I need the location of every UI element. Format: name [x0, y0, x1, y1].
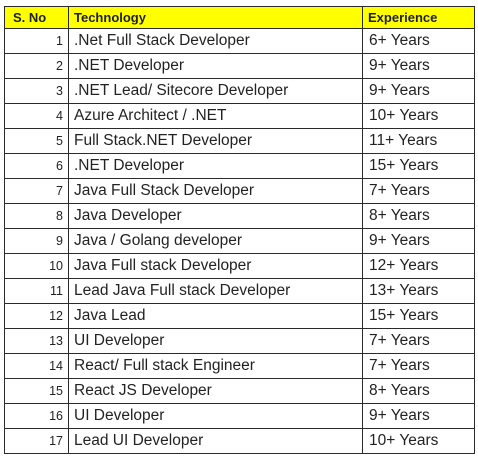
row-serial-number: 6: [4, 153, 69, 179]
table-row: 2 .NET Developer 9+ Years: [4, 53, 475, 79]
row-serial-number: 8: [4, 203, 69, 229]
table-header: S. No Technology Experience: [4, 6, 475, 29]
row-experience: 15+ Years: [362, 153, 475, 179]
table-row: 4 Azure Architect / .NET 10+ Years: [4, 103, 475, 129]
table-row: 6 .NET Developer 15+ Years: [4, 153, 475, 179]
row-serial-number: 14: [4, 353, 69, 379]
row-experience: 9+ Years: [362, 403, 475, 429]
row-experience: 6+ Years: [362, 28, 475, 54]
job-openings-sheet: S. No Technology Experience 1 .Net Full S…: [4, 6, 475, 454]
header-row: S. No Technology Experience: [4, 6, 475, 29]
row-technology: .NET Developer: [68, 53, 363, 79]
row-experience: 11+ Years: [362, 128, 475, 154]
row-technology: Java Full stack Developer: [68, 253, 363, 279]
row-technology: .Net Full Stack Developer: [68, 28, 363, 54]
row-technology: .NET Developer: [68, 153, 363, 179]
table-row: 5 Full Stack.NET Developer 11+ Years: [4, 128, 475, 154]
row-experience: 7+ Years: [362, 353, 475, 379]
header-technology: Technology: [68, 6, 363, 29]
row-technology: Azure Architect / .NET: [68, 103, 363, 129]
row-experience: 7+ Years: [362, 328, 475, 354]
row-technology: Java Full Stack Developer: [68, 178, 363, 204]
row-technology: Full Stack.NET Developer: [68, 128, 363, 154]
table-row: 3 .NET Lead/ Sitecore Developer 9+ Years: [4, 78, 475, 104]
table-row: 13 UI Developer 7+ Years: [4, 328, 475, 354]
row-serial-number: 7: [4, 178, 69, 204]
row-technology: Java Developer: [68, 203, 363, 229]
row-technology: UI Developer: [68, 403, 363, 429]
row-experience: 9+ Years: [362, 78, 475, 104]
table-row: 7 Java Full Stack Developer 7+ Years: [4, 178, 475, 204]
row-serial-number: 2: [4, 53, 69, 79]
header-experience: Experience: [362, 6, 475, 29]
row-technology: Lead Java Full stack Developer: [68, 278, 363, 304]
row-technology: UI Developer: [68, 328, 363, 354]
table-row: 11 Lead Java Full stack Developer 13+ Year…: [4, 278, 475, 304]
table-row: 16 UI Developer 9+ Years: [4, 403, 475, 429]
row-serial-number: 5: [4, 128, 69, 154]
table-body: 1 .Net Full Stack Developer 6+ Years 2 .NET …: [4, 28, 475, 454]
row-technology: Java Lead: [68, 303, 363, 329]
row-experience: 7+ Years: [362, 178, 475, 204]
header-sno: S. No: [4, 6, 69, 29]
row-serial-number: 1: [4, 28, 69, 54]
row-serial-number: 11: [4, 278, 69, 304]
row-technology: React/ Full stack Engineer: [68, 353, 363, 379]
table-row: 10 Java Full stack Developer 12+ Years: [4, 253, 475, 279]
row-technology: Lead UI Developer: [68, 428, 363, 454]
row-experience: 13+ Years: [362, 278, 475, 304]
row-experience: 10+ Years: [362, 428, 475, 454]
table-row: 9 Java / Golang developer 9+ Years: [4, 228, 475, 254]
row-serial-number: 12: [4, 303, 69, 329]
row-serial-number: 15: [4, 378, 69, 404]
row-serial-number: 13: [4, 328, 69, 354]
table-row: 14 React/ Full stack Engineer 7+ Years: [4, 353, 475, 379]
row-serial-number: 9: [4, 228, 69, 254]
row-experience: 9+ Years: [362, 228, 475, 254]
row-experience: 8+ Years: [362, 203, 475, 229]
row-technology: .NET Lead/ Sitecore Developer: [68, 78, 363, 104]
row-technology: React JS Developer: [68, 378, 363, 404]
row-serial-number: 17: [4, 428, 69, 454]
row-serial-number: 16: [4, 403, 69, 429]
table-row: 15 React JS Developer 8+ Years: [4, 378, 475, 404]
row-experience: 15+ Years: [362, 303, 475, 329]
table-row: 12 Java Lead 15+ Years: [4, 303, 475, 329]
job-openings-table: S. No Technology Experience 1 .Net Full S…: [4, 6, 475, 454]
row-experience: 12+ Years: [362, 253, 475, 279]
table-row: 8 Java Developer 8+ Years: [4, 203, 475, 229]
row-experience: 8+ Years: [362, 378, 475, 404]
row-serial-number: 3: [4, 78, 69, 104]
table-row: 1 .Net Full Stack Developer 6+ Years: [4, 28, 475, 54]
row-technology: Java / Golang developer: [68, 228, 363, 254]
row-serial-number: 4: [4, 103, 69, 129]
row-serial-number: 10: [4, 253, 69, 279]
row-experience: 10+ Years: [362, 103, 475, 129]
table-row: 17 Lead UI Developer 10+ Years: [4, 428, 475, 454]
row-experience: 9+ Years: [362, 53, 475, 79]
